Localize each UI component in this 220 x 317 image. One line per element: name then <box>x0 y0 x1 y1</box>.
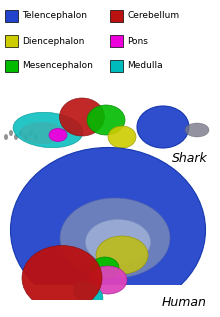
Text: Human: Human <box>162 296 207 309</box>
Text: Shark: Shark <box>172 152 208 165</box>
Ellipse shape <box>108 126 136 148</box>
Ellipse shape <box>13 112 83 148</box>
Ellipse shape <box>9 130 13 136</box>
Bar <box>0 285 220 317</box>
Bar <box>110 10 123 22</box>
Ellipse shape <box>34 134 38 140</box>
Ellipse shape <box>4 134 8 140</box>
Ellipse shape <box>87 105 125 135</box>
Ellipse shape <box>96 236 148 274</box>
Ellipse shape <box>86 219 150 264</box>
Ellipse shape <box>19 130 23 136</box>
Ellipse shape <box>49 128 67 141</box>
Bar <box>110 60 123 72</box>
Ellipse shape <box>60 198 170 278</box>
Text: Medulla: Medulla <box>127 61 163 70</box>
Bar <box>5 60 18 72</box>
Ellipse shape <box>11 147 205 313</box>
Ellipse shape <box>137 106 189 148</box>
Text: Telencephalon: Telencephalon <box>22 11 87 21</box>
Ellipse shape <box>29 130 33 136</box>
Ellipse shape <box>20 122 64 144</box>
Ellipse shape <box>59 98 104 136</box>
Ellipse shape <box>14 134 18 140</box>
Ellipse shape <box>24 134 28 140</box>
Text: Mesencephalon: Mesencephalon <box>22 61 93 70</box>
Ellipse shape <box>22 245 102 310</box>
Text: Cerebellum: Cerebellum <box>127 11 179 21</box>
Ellipse shape <box>91 257 119 279</box>
Bar <box>5 10 18 22</box>
Text: Pons: Pons <box>127 36 148 46</box>
Ellipse shape <box>185 123 209 137</box>
Ellipse shape <box>89 266 127 294</box>
Ellipse shape <box>73 281 103 307</box>
Bar <box>0 170 8 310</box>
Bar <box>110 35 123 47</box>
Bar <box>0 300 220 317</box>
Text: Diencephalon: Diencephalon <box>22 36 84 46</box>
Bar <box>5 35 18 47</box>
